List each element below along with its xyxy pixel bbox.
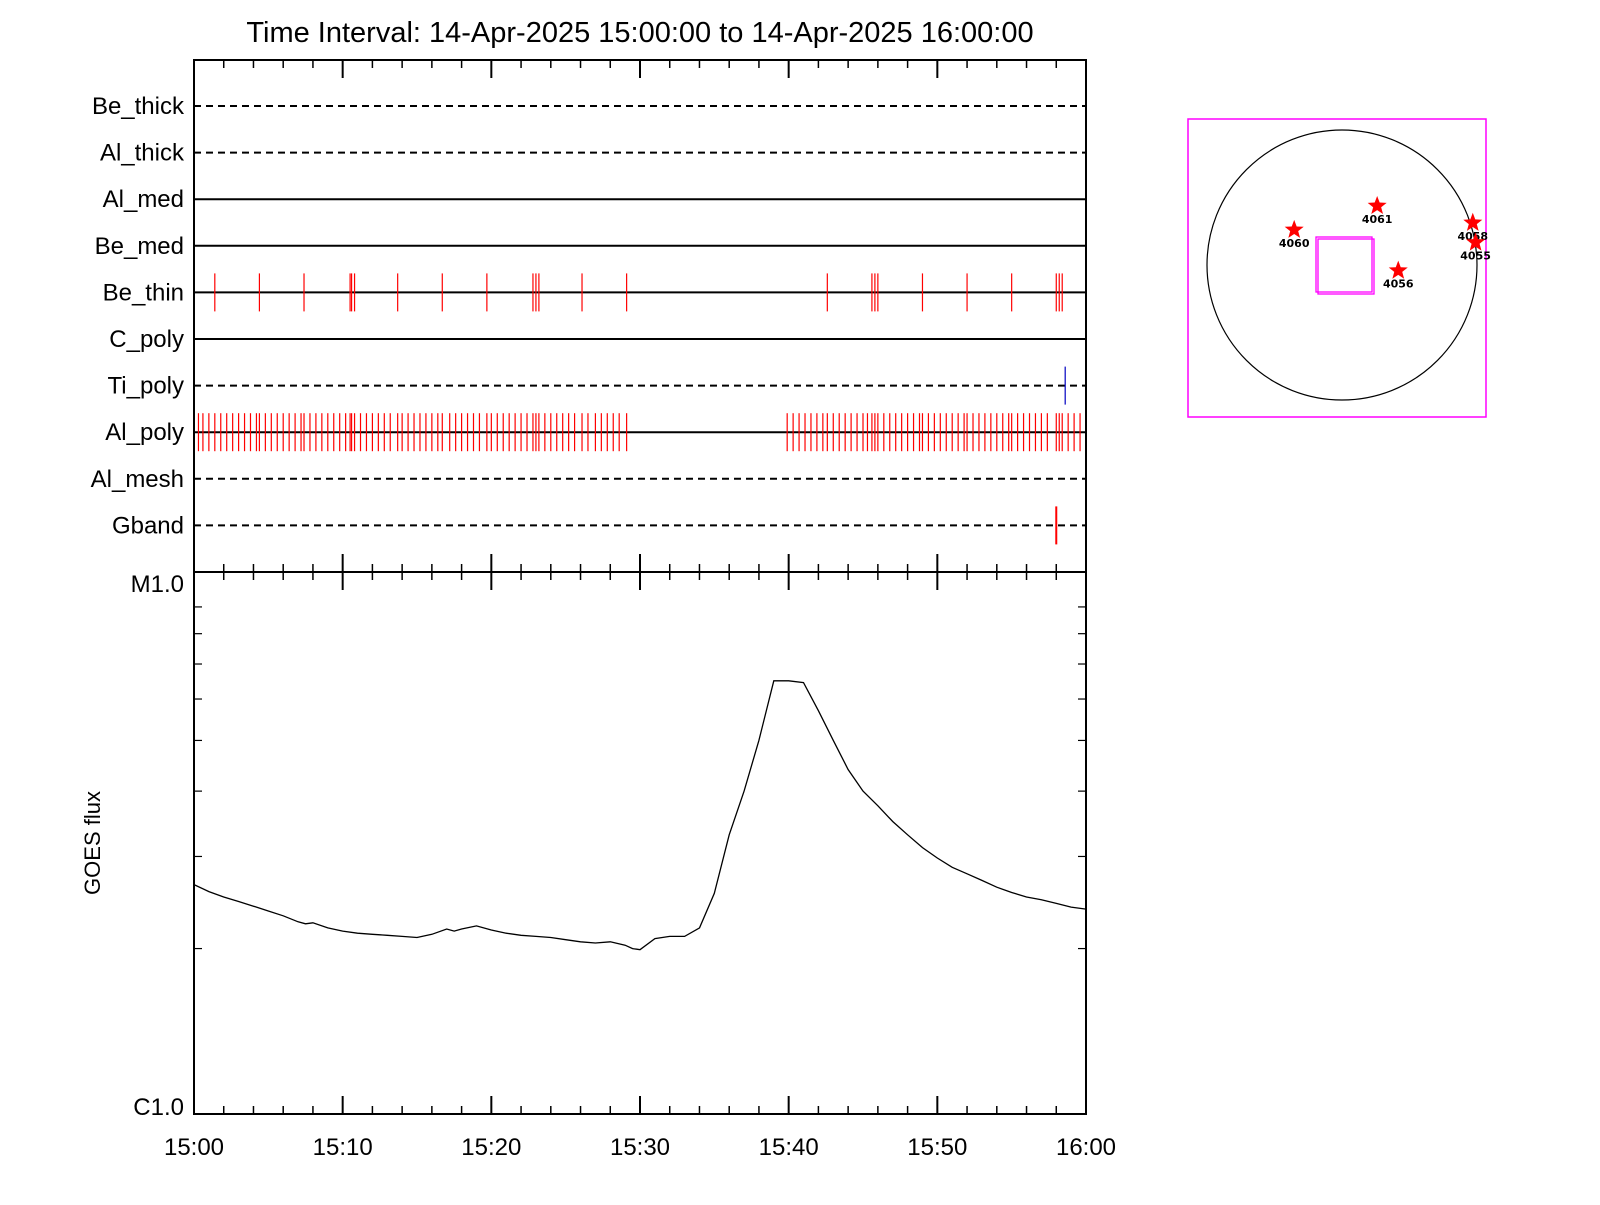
- goes-time-ticks: [193, 572, 1087, 1114]
- x-tick-label: 16:00: [1056, 1134, 1116, 1161]
- active-region-marker: [1463, 212, 1483, 231]
- goes-flux-line: [193, 680, 1087, 951]
- row-label-c-poly: C_poly: [109, 326, 184, 353]
- row-label-gband: Gband: [112, 512, 184, 539]
- x-tick-label: 15:20: [461, 1134, 521, 1161]
- row-label-al-poly: Al_poly: [105, 419, 184, 446]
- solar-disk: [1206, 129, 1478, 401]
- goes-panel: C1.0 M1.0 GOES flux: [80, 571, 1087, 1121]
- y-axis-label: GOES flux: [80, 791, 105, 895]
- x-tick-label: 15:00: [164, 1134, 224, 1161]
- active-region-marker: [1388, 260, 1408, 279]
- active-region-marker: [1284, 219, 1304, 238]
- active-region-label: 4060: [1279, 237, 1310, 250]
- sun-map-frame: [1187, 118, 1487, 418]
- chart-title: Time Interval: 14-Apr-2025 15:00:00 to 1…: [246, 17, 1033, 49]
- row-label-al-thick: Al_thick: [100, 140, 185, 167]
- row-label-al-mesh: Al_mesh: [91, 466, 184, 493]
- attenuator-time-ticks: [193, 60, 1087, 572]
- active-region-marker: [1367, 195, 1387, 215]
- goes-panel-frame: [193, 571, 1087, 1115]
- row-label-al-med: Al_med: [103, 186, 184, 213]
- y-tick-label: C1.0: [133, 1094, 184, 1121]
- x-axis-tick-labels: 15:00 15:10 15:20 15:30 15:40 15:50 16:00: [164, 1134, 1116, 1161]
- attenuator-rows: Be_thick Al_thick Al_med Be_med Be_thin C_pol…: [91, 93, 1086, 545]
- attenuator-panel: Be_thick Al_thick Al_med Be_med Be_thin C_pol…: [91, 59, 1087, 573]
- active-region-label: 4061: [1362, 213, 1393, 226]
- goes-y-ticks: C1.0 M1.0: [131, 571, 1086, 1121]
- row-label-be-thick: Be_thick: [92, 93, 185, 120]
- active-region-label: 4056: [1383, 278, 1414, 291]
- y-tick-label: M1.0: [131, 571, 184, 598]
- active-region-label: 4055: [1460, 250, 1491, 263]
- fov-box: [1315, 236, 1373, 293]
- x-tick-label: 15:50: [907, 1134, 967, 1161]
- goes-series: [193, 680, 1087, 951]
- fov-box: [1317, 238, 1375, 295]
- attenuator-panel-frame: [193, 59, 1087, 573]
- x-tick-label: 15:40: [759, 1134, 819, 1161]
- x-tick-label: 15:30: [610, 1134, 670, 1161]
- row-label-be-thin: Be_thin: [103, 279, 184, 306]
- active-region-marker: [1466, 232, 1486, 251]
- x-tick-label: 15:10: [313, 1134, 373, 1161]
- row-label-ti-poly: Ti_poly: [108, 373, 184, 400]
- row-label-be-med: Be_med: [95, 233, 184, 260]
